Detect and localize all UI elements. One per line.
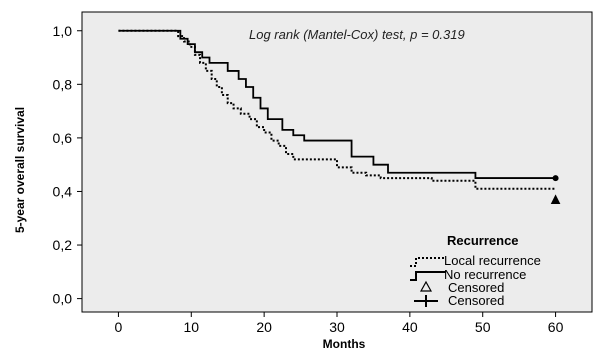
axis-ticks: 0 10 20 30 40 50 60 0,0 0,2 0,4 0,6 0,8 1,0 <box>53 23 564 335</box>
x-tick-label: 30 <box>329 319 345 335</box>
x-tick-label: 60 <box>548 319 564 335</box>
survival-curves <box>118 29 556 190</box>
x-tick-label: 20 <box>256 319 272 335</box>
censor-marks <box>550 175 561 204</box>
legend-censored-triangle-icon <box>419 280 433 292</box>
legend-local-recurrence-line <box>410 257 446 267</box>
x-tick-label: 50 <box>475 319 491 335</box>
y-tick-label: 0,2 <box>53 237 73 253</box>
legend-no-recurrence-label: No recurrence <box>444 267 526 282</box>
legend-censored-label-local: Censored <box>448 280 504 295</box>
y-tick-label: 1,0 <box>53 23 73 39</box>
legend-local-recurrence-label: Local recurrence <box>444 253 541 268</box>
local-recurrence-curve <box>118 29 556 190</box>
x-tick-label: 10 <box>183 319 199 335</box>
legend: Recurrence Local recurrence No recurrenc… <box>410 233 541 308</box>
no-recurrence-curve <box>118 29 556 179</box>
legend-no-recurrence-line <box>410 271 446 281</box>
x-axis-title: Months <box>323 337 366 351</box>
y-tick-label: 0,0 <box>53 291 73 307</box>
y-tick-label: 0,4 <box>53 183 73 199</box>
chart-annotation: Log rank (Mantel-Cox) test, p = 0.319 <box>249 27 465 42</box>
y-tick-label: 0,8 <box>53 76 73 92</box>
censor-triangle-marker <box>550 194 561 204</box>
legend-censored-label-none: Censored <box>448 293 504 308</box>
x-tick-label: 40 <box>402 319 418 335</box>
censor-cross-marker <box>552 175 559 182</box>
legend-title: Recurrence <box>447 233 519 248</box>
y-axis-title: 5-year overall survival <box>13 107 27 233</box>
y-tick-label: 0,6 <box>53 130 73 146</box>
x-tick-label: 0 <box>115 319 123 335</box>
legend-censored-cross-icon <box>414 295 438 307</box>
